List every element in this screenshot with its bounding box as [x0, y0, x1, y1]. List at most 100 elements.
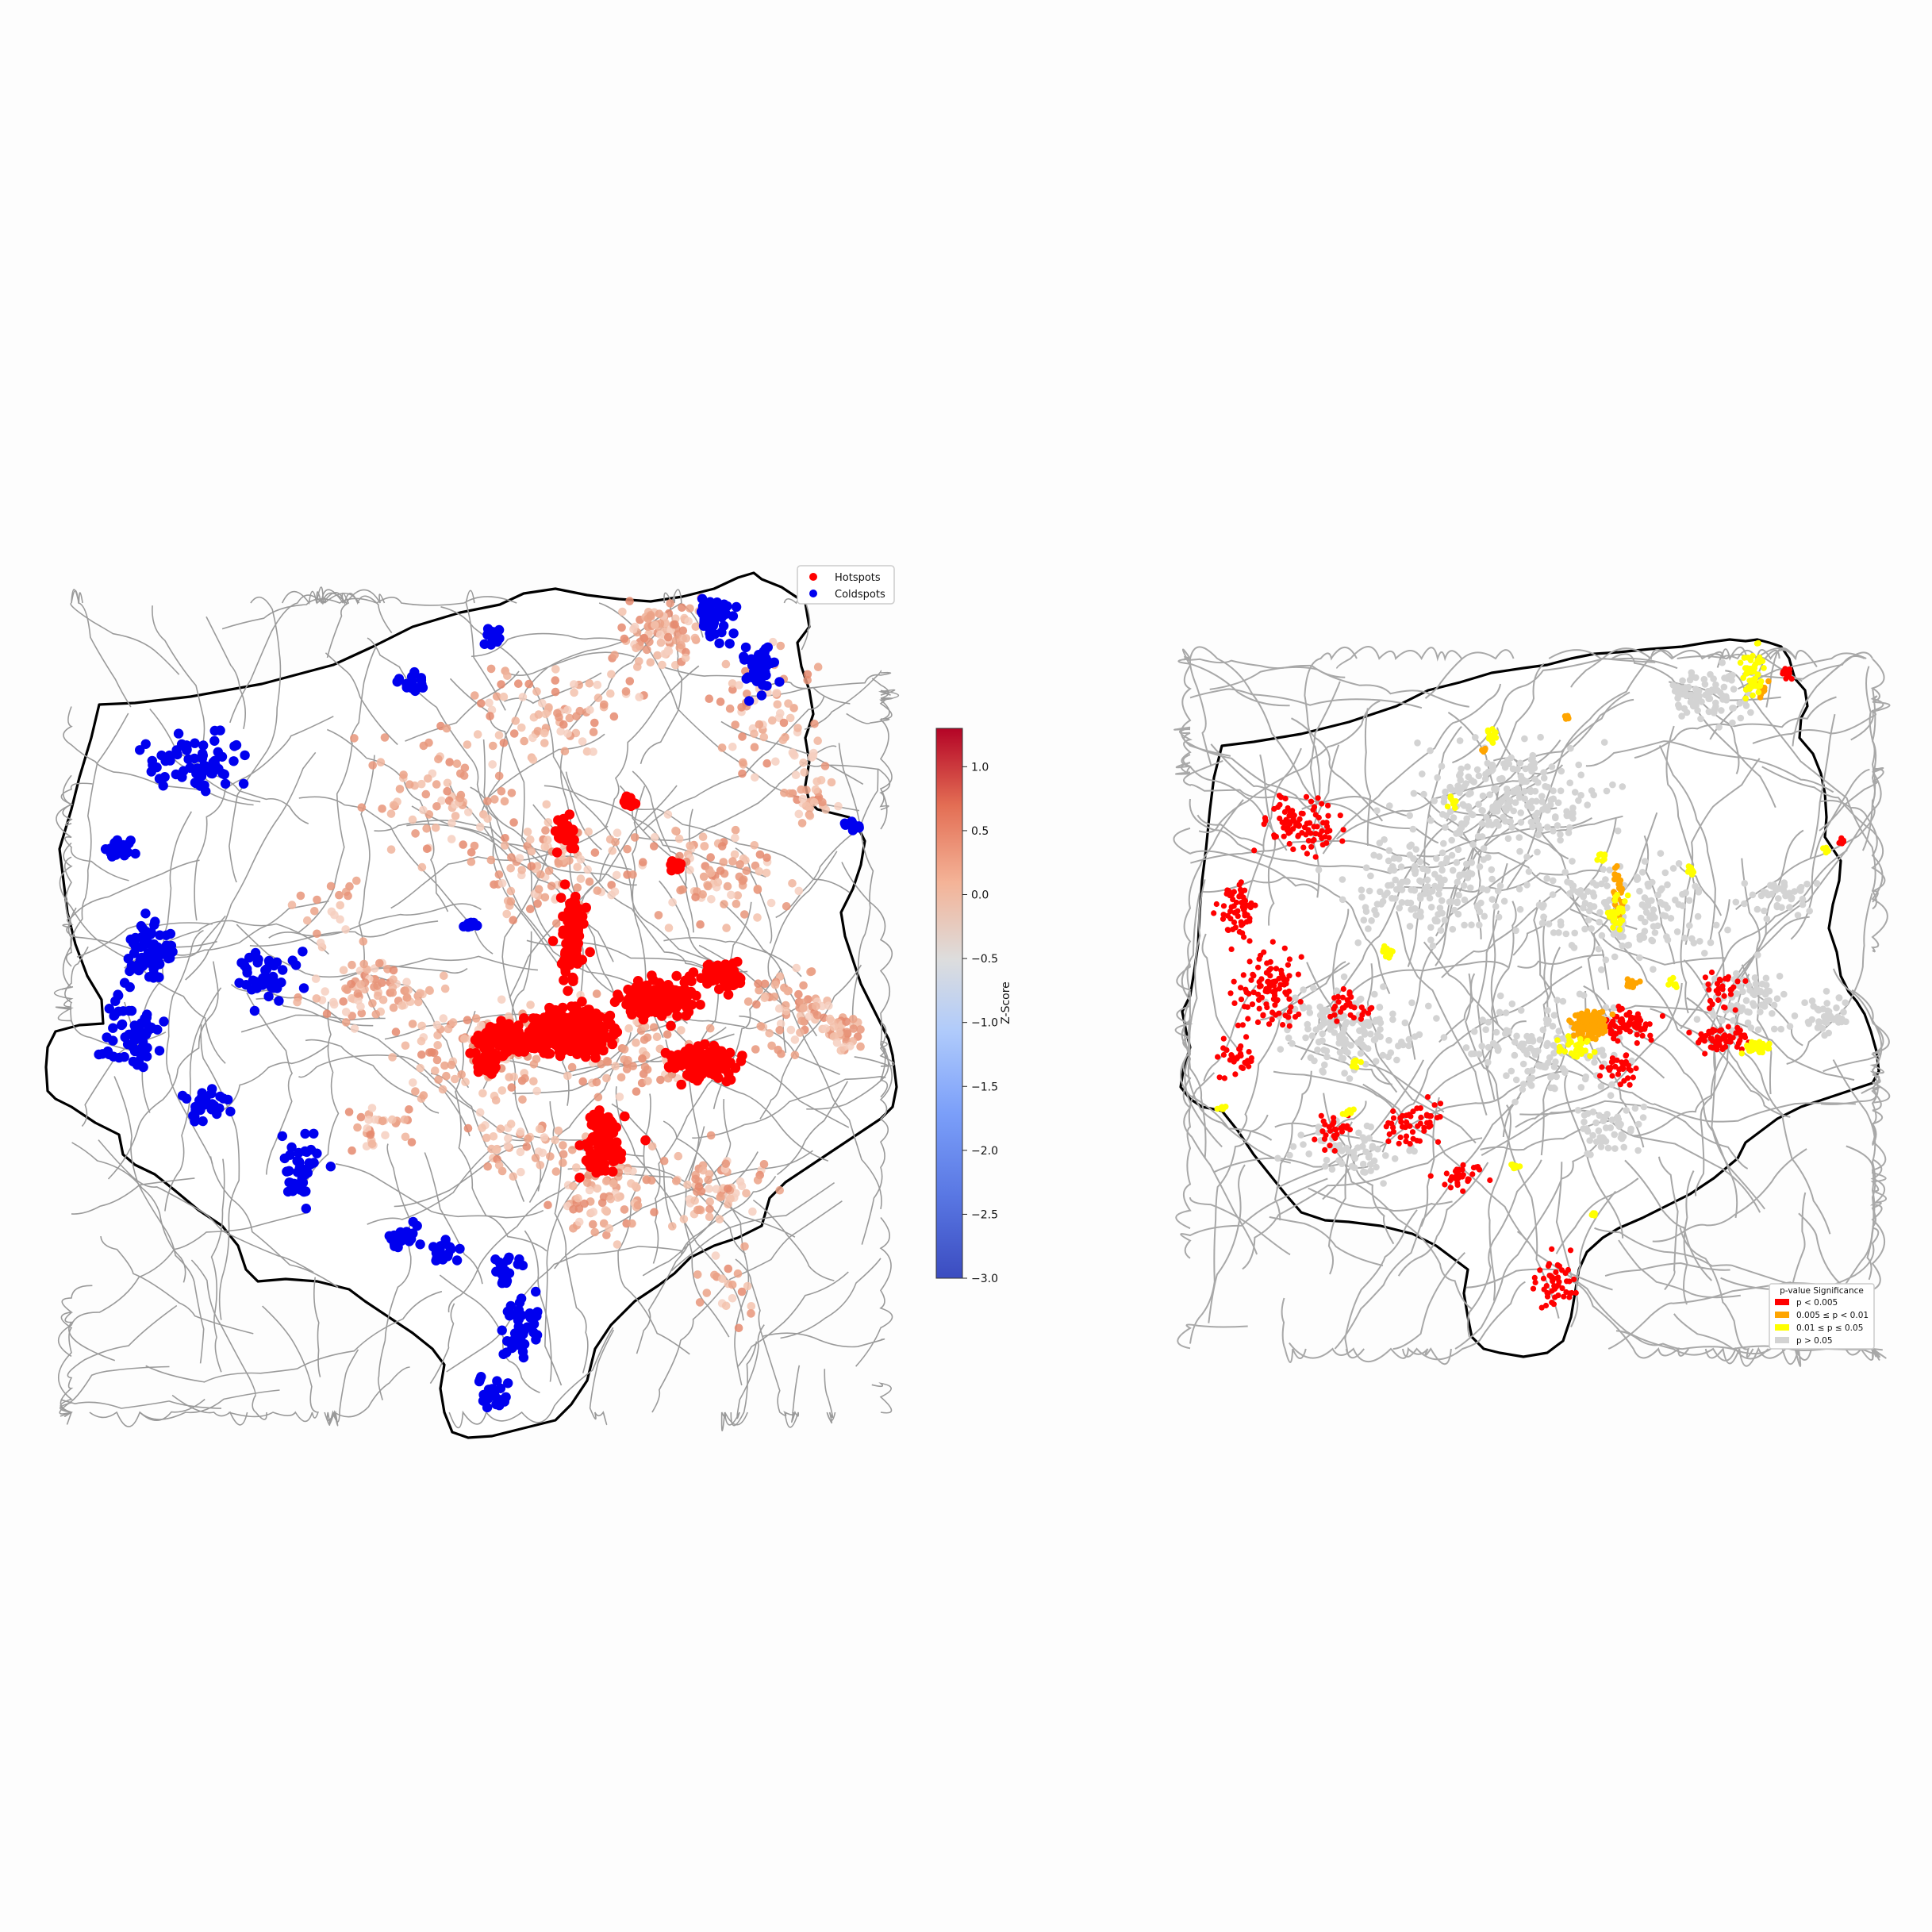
road-segment [824, 1369, 836, 1424]
coldspot-point [854, 821, 864, 832]
zscore-point [696, 920, 705, 929]
pvalue-point-red [1331, 1127, 1338, 1133]
pvalue-point-gray [1539, 1026, 1547, 1034]
zscore-point [583, 865, 592, 874]
hotspot-point [686, 1070, 697, 1080]
zscore-point [813, 663, 823, 671]
pvalue-point-gray [1379, 1051, 1387, 1059]
zscore-point [829, 1022, 839, 1031]
pvalue-point-gray [1577, 890, 1584, 898]
pvalue-point-red [1530, 1285, 1537, 1292]
road-segment [784, 1365, 801, 1428]
pvalue-point-red [1561, 1293, 1567, 1300]
pvalue-point-gray [1473, 766, 1481, 774]
pvalue-point-gray [1496, 882, 1504, 889]
pvalue-point-gray [1648, 936, 1655, 944]
pvalue-point-gray [1513, 1032, 1520, 1040]
road-segment [1624, 1159, 1712, 1281]
road-segment [1291, 717, 1384, 822]
pvalue-point-red [1255, 991, 1262, 997]
pvalue-point-gray [1367, 1030, 1374, 1038]
zscore-point [759, 1160, 769, 1169]
pvalue-point-gray [1754, 951, 1761, 958]
zscore-point [655, 630, 665, 640]
pvalue-point-gray [1527, 786, 1534, 794]
pvalue-point-gray [1392, 876, 1399, 884]
pvalue-point-gray [1569, 809, 1577, 816]
hotspot-point [723, 989, 734, 1000]
zscore-point [719, 858, 728, 866]
hotspot-point [627, 1009, 637, 1020]
zscore-point [671, 826, 680, 835]
road-segment [1515, 982, 1683, 1128]
pvalue-point-red [1546, 1261, 1553, 1267]
coldspot-point [532, 1307, 543, 1317]
road-segment [1819, 799, 1888, 953]
zscore-point [630, 833, 640, 842]
coldspot-point [516, 1293, 527, 1304]
zscore-point [335, 890, 344, 900]
coldspot-point [286, 1142, 297, 1153]
pvalue-point-gray [1773, 995, 1781, 1002]
zscore-point [778, 736, 788, 744]
zscore-point [679, 1215, 689, 1223]
zscore-point [613, 1240, 622, 1249]
zscore-point [728, 857, 737, 866]
hotspot-point [682, 1000, 693, 1010]
pvalue-point-gray [1730, 686, 1738, 693]
zscore-point [677, 1026, 686, 1035]
hotspot-point [708, 1055, 719, 1066]
zscore-point [818, 797, 827, 807]
hotspot-point [725, 1058, 736, 1068]
hotspot-point [586, 1120, 597, 1130]
coldspot-point [518, 1327, 529, 1337]
zscore-point [575, 706, 585, 716]
colorbar-tick-label: −1.0 [971, 1017, 998, 1030]
hotspot-point [465, 1048, 475, 1058]
hotspot-point [647, 989, 658, 1001]
pvalue-point-gray [1462, 780, 1469, 787]
pvalue-point-gray [1750, 1000, 1757, 1007]
road-segment [1446, 663, 1545, 822]
pvalue-point-gray [1359, 1160, 1367, 1168]
zscore-point [713, 878, 723, 887]
pvalue-point-red [1282, 989, 1289, 996]
zscore-point [638, 1054, 647, 1063]
zscore-point [805, 812, 815, 820]
pvalue-point-gray [1544, 824, 1551, 831]
road-segment [1175, 762, 1275, 799]
road-segment [89, 1398, 205, 1427]
coldspot-point [152, 1024, 163, 1035]
zscore-point [543, 818, 553, 827]
zscore-point [330, 910, 339, 920]
hotspot-point [663, 987, 673, 998]
pvalue-point-gray [1574, 1107, 1582, 1114]
zscore-point [705, 694, 714, 703]
zscore-point [799, 1004, 808, 1012]
coldspot-point [431, 1255, 441, 1266]
zscore-point [501, 834, 509, 843]
pvalue-point-red [1532, 1279, 1538, 1285]
hotspot-point [551, 847, 563, 858]
road-segment [1615, 1330, 1776, 1355]
pvalue-point-gray [1825, 1029, 1832, 1037]
pvalue-point-gray [1549, 891, 1557, 898]
zscore-point [494, 731, 504, 739]
pvalue-point-gray [1729, 671, 1736, 679]
zscore-point [794, 886, 804, 896]
road-segment [1606, 1004, 1855, 1081]
hotspot-point [735, 974, 746, 984]
pvalue-point-gray [1600, 899, 1608, 906]
road-segment [1213, 1157, 1369, 1173]
pvalue-point-gray [1557, 831, 1564, 838]
pvalue-point-gray [1362, 864, 1370, 871]
zscore-point [347, 980, 355, 989]
pvalue-point-red [1271, 990, 1277, 997]
pvalue-point-red [1228, 904, 1235, 910]
zscore-point [573, 883, 582, 892]
pvalue-point-gray [1431, 797, 1438, 805]
coldspot-point [415, 1239, 425, 1250]
pvalue-point-red [1227, 990, 1234, 997]
zscore-point [695, 1298, 705, 1307]
hotspot-point [564, 809, 575, 820]
